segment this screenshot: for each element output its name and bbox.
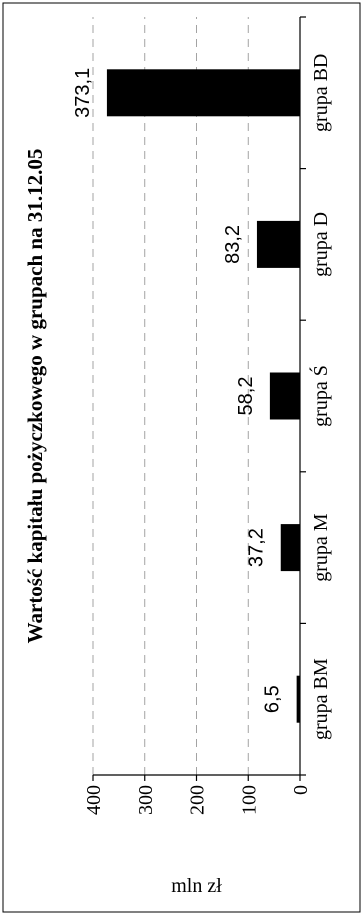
bar (280, 524, 300, 572)
value-tick-label: 200 (187, 785, 209, 815)
grid-lines (92, 17, 249, 775)
bar (106, 69, 301, 117)
bar (256, 220, 300, 268)
category-label: grupa M (310, 513, 332, 582)
bar-value-label: 37,2 (246, 528, 268, 567)
category-label: grupa BD (310, 54, 332, 132)
value-tick-label: 0 (290, 785, 312, 795)
bar-value-label: 6,5 (262, 685, 284, 713)
category-axis-ticks (300, 16, 306, 776)
bar (296, 675, 301, 723)
data-labels: 6,5 37,2 58,2 83,2 373,1 (72, 68, 284, 713)
bars (106, 69, 301, 723)
value-tick-label: 400 (83, 785, 105, 815)
category-label: grupa Ś (308, 365, 332, 427)
category-label: grupa D (310, 212, 332, 277)
value-axis-ticks: 0 100 200 300 400 (83, 775, 312, 815)
bar-value-label: 373,1 (72, 68, 94, 118)
value-axis-label: mln zł (171, 875, 222, 897)
chart-title: Wartość kapitału pożyczkowego w grupach … (23, 149, 47, 644)
bar-value-label: 83,2 (222, 225, 244, 264)
value-tick-label: 100 (238, 785, 260, 815)
bar (269, 372, 300, 420)
category-label: grupa BM (310, 658, 332, 740)
bar-value-label: 58,2 (235, 377, 257, 416)
category-labels: grupa BM grupa M grupa Ś grupa D grupa BD (308, 54, 332, 740)
value-tick-label: 300 (135, 785, 157, 815)
